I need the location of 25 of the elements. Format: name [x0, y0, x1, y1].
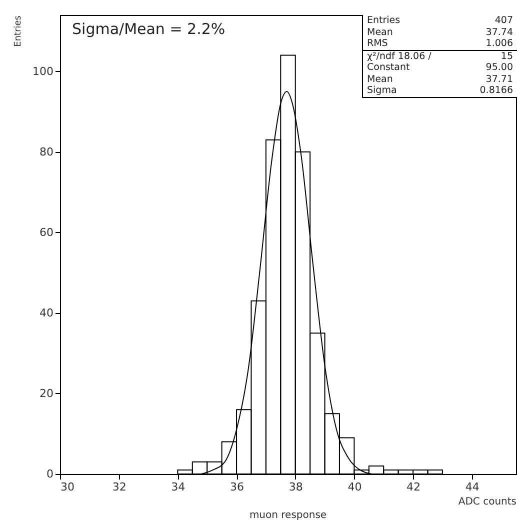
x-tick-label: 44 — [465, 480, 480, 494]
y-tick-label: 80 — [40, 145, 54, 158]
x-tick-label: 32 — [112, 480, 126, 494]
text: Sigma 0.8166 — [367, 85, 513, 96]
y-axis-title: Entries — [14, 15, 24, 47]
x-tick-label: 42 — [406, 480, 421, 494]
text: RMS 1.006 — [367, 38, 513, 49]
text: Entries 407 — [367, 15, 513, 26]
x-tick-label: 38 — [288, 480, 303, 494]
x-tick-label: 40 — [348, 480, 362, 494]
x-tick-label: 30 — [60, 480, 74, 494]
text: muon response — [249, 510, 327, 520]
text: Constant 95.00 — [367, 62, 513, 73]
x-tick-label: 34 — [171, 480, 186, 494]
x-axis-title: ADC counts — [458, 496, 516, 508]
text: Mean 37.71 — [367, 74, 513, 84]
y-tick-label: 0 — [46, 468, 54, 480]
x-tick-label: 36 — [230, 480, 244, 494]
y-tick-label: 40 — [40, 306, 54, 320]
y-tick-label: 60 — [40, 226, 54, 239]
annotation: Sigma/Mean = 2.2% — [72, 20, 226, 38]
text: χ²/ndf 18.06 / 15 — [367, 50, 513, 62]
y-tick-label: 100 — [32, 64, 54, 78]
y-tick-label: 20 — [40, 386, 54, 400]
text: Mean 37.74 — [367, 26, 513, 38]
